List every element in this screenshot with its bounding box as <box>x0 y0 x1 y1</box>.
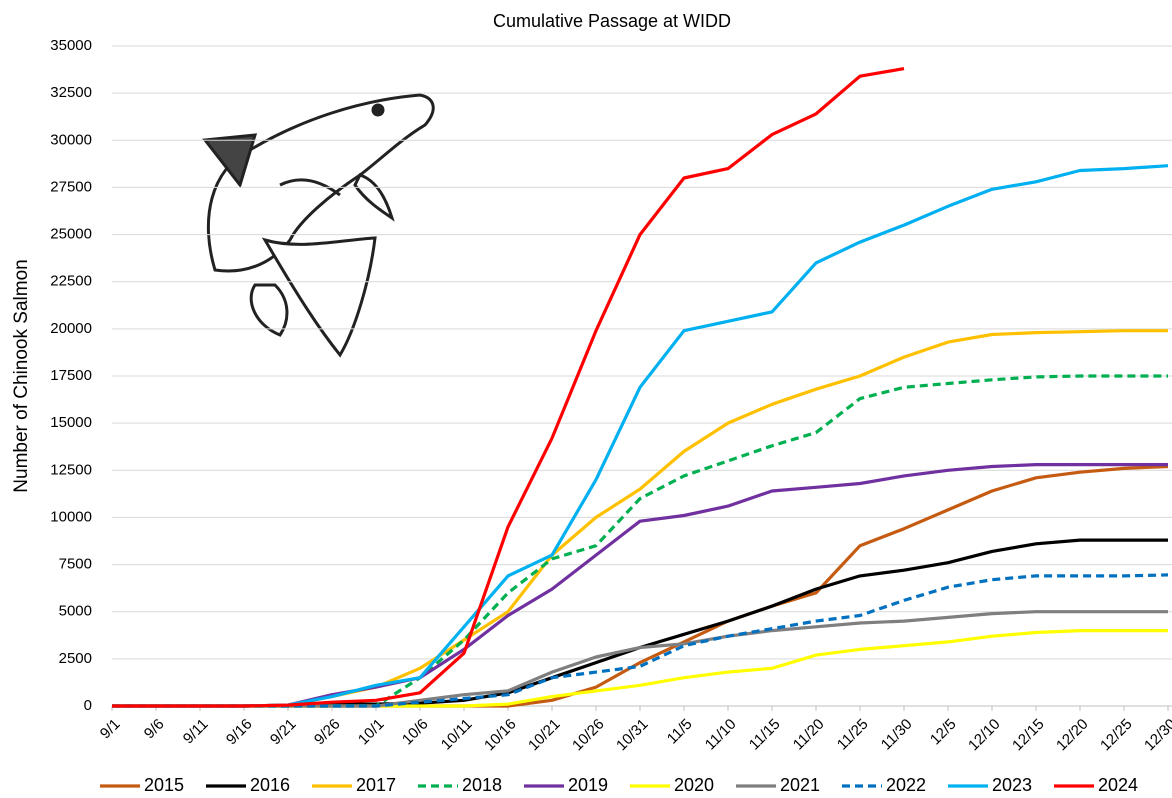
legend-label: 2023 <box>992 775 1032 795</box>
x-tick-label: 12/25 <box>1097 716 1136 755</box>
y-tick-label: 30000 <box>50 131 92 148</box>
y-tick-label: 0 <box>84 697 92 714</box>
legend-label: 2024 <box>1098 775 1138 795</box>
y-tick-label: 2500 <box>59 650 92 667</box>
x-tick-label: 11/15 <box>746 716 784 754</box>
x-tick-label: 12/20 <box>1053 716 1092 755</box>
x-tick-label: 12/5 <box>927 716 960 749</box>
x-tick-label: 9/26 <box>311 716 344 749</box>
x-tick-label: 10/31 <box>613 716 652 755</box>
series-line <box>112 467 1168 707</box>
chart-title: Cumulative Passage at WIDD <box>493 11 731 31</box>
x-tick-label: 11/25 <box>834 716 872 754</box>
y-tick-label: 7500 <box>59 556 92 573</box>
legend-label: 2019 <box>568 775 608 795</box>
legend-label: 2021 <box>780 775 820 795</box>
x-tick-label: 9/6 <box>141 716 168 743</box>
x-tick-label: 10/11 <box>438 716 476 754</box>
y-tick-label: 25000 <box>50 226 92 243</box>
series-line <box>112 376 1168 706</box>
chart: Cumulative Passage at WIDD Number of Chi… <box>0 0 1172 798</box>
y-tick-label: 5000 <box>59 603 92 620</box>
x-tick-label: 12/30 <box>1141 716 1172 755</box>
fish-illustration <box>205 95 433 355</box>
x-tick-label: 10/26 <box>569 716 608 755</box>
y-tick-label: 22500 <box>50 273 92 290</box>
x-tick-label: 11/10 <box>702 716 740 754</box>
legend-label: 2018 <box>462 775 502 795</box>
y-tick-label: 17500 <box>50 367 92 384</box>
legend-label: 2015 <box>144 775 184 795</box>
x-tick-label: 10/16 <box>481 716 520 755</box>
legend-label: 2016 <box>250 775 290 795</box>
y-tick-label: 20000 <box>50 320 92 337</box>
y-tick-label: 15000 <box>50 414 92 431</box>
x-tick-label: 10/1 <box>355 716 388 749</box>
legend-label: 2020 <box>674 775 714 795</box>
y-tick-label: 10000 <box>50 508 92 525</box>
x-tick-label: 10/21 <box>525 716 564 755</box>
x-tick-label: 11/20 <box>790 716 828 754</box>
x-tick-label: 9/21 <box>267 716 300 749</box>
series-line <box>112 631 1168 706</box>
x-tick-label: 9/11 <box>180 716 212 748</box>
x-tick-label: 12/10 <box>965 716 1004 755</box>
x-tick-label: 9/1 <box>97 716 124 743</box>
x-tick-label: 11/5 <box>664 716 696 748</box>
y-tick-label: 12500 <box>50 461 92 478</box>
x-tick-label: 12/15 <box>1009 716 1048 755</box>
legend-label: 2022 <box>886 775 926 795</box>
y-axis-label: Number of Chinook Salmon <box>11 259 32 492</box>
x-tick-label: 11/30 <box>878 716 916 754</box>
y-tick-label: 35000 <box>50 37 92 54</box>
y-tick-label: 32500 <box>50 84 92 101</box>
x-tick-label: 9/16 <box>223 716 256 749</box>
legend-label: 2017 <box>356 775 396 795</box>
y-tick-label: 27500 <box>50 178 92 195</box>
x-tick-label: 10/6 <box>399 716 432 749</box>
